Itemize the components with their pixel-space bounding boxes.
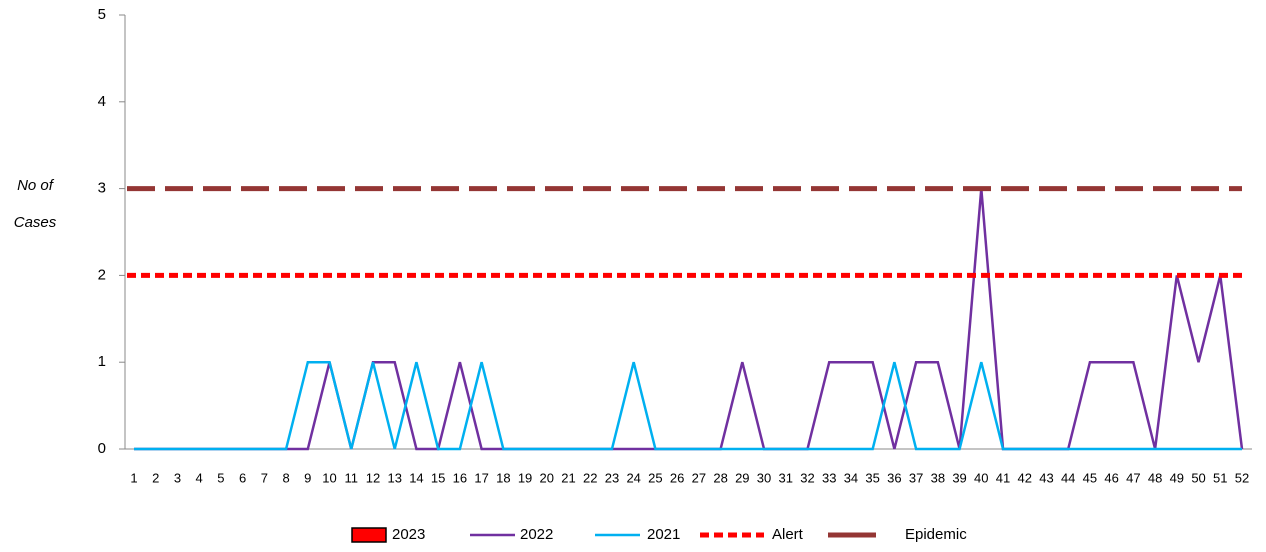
legend-label: 2021: [647, 526, 680, 543]
x-tick-label: 6: [239, 470, 246, 485]
x-tick-label: 29: [735, 470, 749, 485]
x-tick-label: 8: [282, 470, 289, 485]
x-tick-label: 2: [152, 470, 159, 485]
x-tick-label: 41: [996, 470, 1010, 485]
y-tick-label: 3: [98, 180, 106, 197]
x-tick-label: 31: [779, 470, 793, 485]
x-tick-label: 33: [822, 470, 836, 485]
legend-label: 2022: [520, 526, 553, 543]
x-tick-label: 32: [800, 470, 814, 485]
legend-swatch: [351, 527, 387, 543]
x-tick-label: 28: [713, 470, 727, 485]
x-tick-label: 26: [670, 470, 684, 485]
x-tick-label: 40: [974, 470, 988, 485]
x-tick-label: 48: [1148, 470, 1162, 485]
x-tick-label: 12: [366, 470, 380, 485]
x-tick-label: 30: [757, 470, 771, 485]
x-tick-label: 11: [345, 470, 359, 485]
legend-label: 2023: [392, 526, 425, 543]
x-tick-label: 46: [1104, 470, 1118, 485]
x-tick-label: 44: [1061, 470, 1075, 485]
x-tick-label: 7: [261, 470, 268, 485]
series-line: [134, 360, 1242, 451]
x-tick-label: 20: [540, 470, 554, 485]
x-tick-label: 38: [931, 470, 945, 485]
x-tick-label: 34: [844, 470, 858, 485]
y-tick-label: 5: [98, 6, 106, 23]
x-tick-label: 52: [1235, 470, 1249, 485]
x-tick-label: 22: [583, 470, 597, 485]
x-tick-label: 14: [409, 470, 423, 485]
x-tick-label: 19: [518, 470, 532, 485]
x-tick-label: 16: [453, 470, 467, 485]
x-tick-label: 17: [474, 470, 488, 485]
x-tick-label: 10: [322, 470, 336, 485]
x-tick-label: 42: [1018, 470, 1032, 485]
x-tick-label: 13: [387, 470, 401, 485]
x-tick-label: 35: [865, 470, 879, 485]
x-tick-label: 1: [130, 470, 137, 485]
x-tick-label: 37: [909, 470, 923, 485]
x-tick-label: 9: [304, 470, 311, 485]
x-tick-label: 23: [605, 470, 619, 485]
x-tick-label: 49: [1170, 470, 1184, 485]
x-tick-label: 21: [561, 470, 575, 485]
x-tick-label: 43: [1039, 470, 1053, 485]
legend-label: Alert: [772, 526, 804, 543]
series-line: [134, 188, 1244, 451]
y-tick-label: 2: [98, 266, 106, 283]
x-tick-label: 3: [174, 470, 181, 485]
x-tick-label: 39: [952, 470, 966, 485]
x-tick-label: 24: [626, 470, 640, 485]
x-tick-label: 50: [1191, 470, 1205, 485]
x-tick-label: 36: [887, 470, 901, 485]
x-tick-label: 47: [1126, 470, 1140, 485]
x-tick-label: 4: [196, 470, 203, 485]
y-axis-label: Cases: [14, 214, 57, 231]
x-tick-label: 45: [1083, 470, 1097, 485]
legend-label: Epidemic: [905, 526, 967, 543]
y-tick-label: 1: [98, 353, 106, 370]
y-axis-label: No of: [17, 177, 55, 194]
y-tick-label: 0: [98, 440, 106, 457]
x-tick-label: 27: [692, 470, 706, 485]
x-tick-label: 18: [496, 470, 510, 485]
x-tick-label: 15: [431, 470, 445, 485]
x-tick-label: 51: [1213, 470, 1227, 485]
y-tick-label: 4: [98, 93, 106, 110]
x-tick-label: 5: [217, 470, 224, 485]
x-tick-label: 25: [648, 470, 662, 485]
